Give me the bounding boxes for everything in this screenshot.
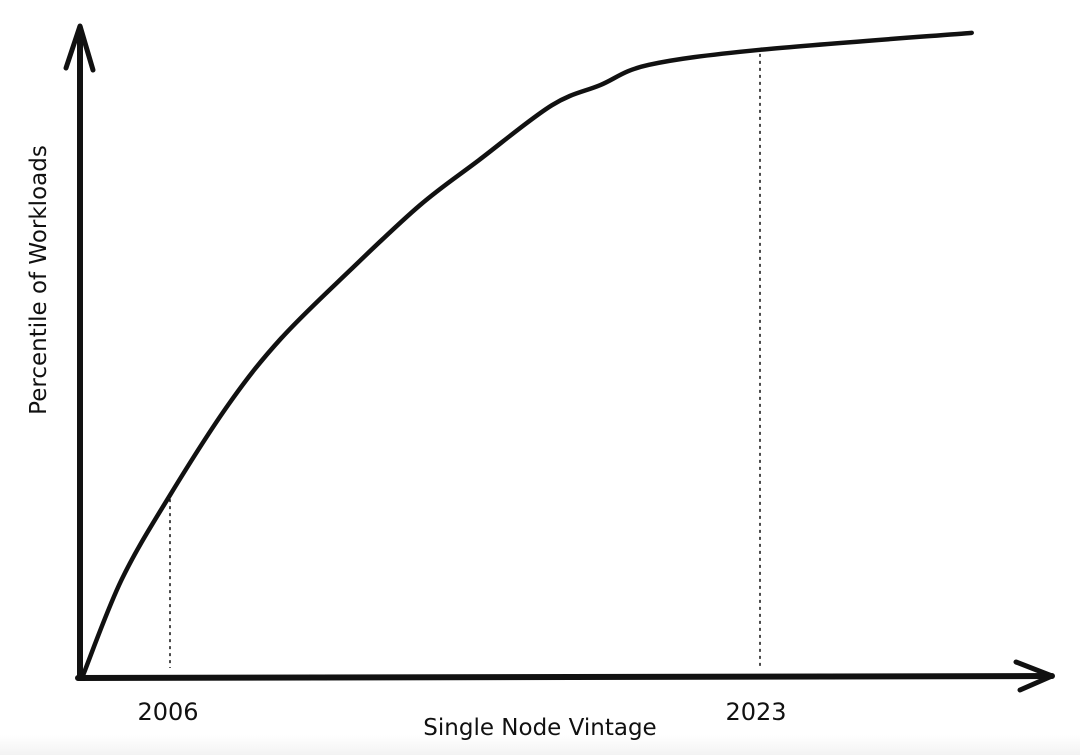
x-tick-label-2006: 2006 [137, 698, 198, 726]
y-axis-label: Percentile of Workloads [26, 145, 52, 415]
x-tick-label-2023: 2023 [725, 698, 786, 726]
x-axis-label: Single Node Vintage [423, 715, 656, 741]
x-axis [75, 673, 1055, 681]
y-axis-arrowhead [63, 23, 96, 73]
x-axis-arrowhead [1013, 659, 1055, 693]
series-line [80, 30, 974, 677]
